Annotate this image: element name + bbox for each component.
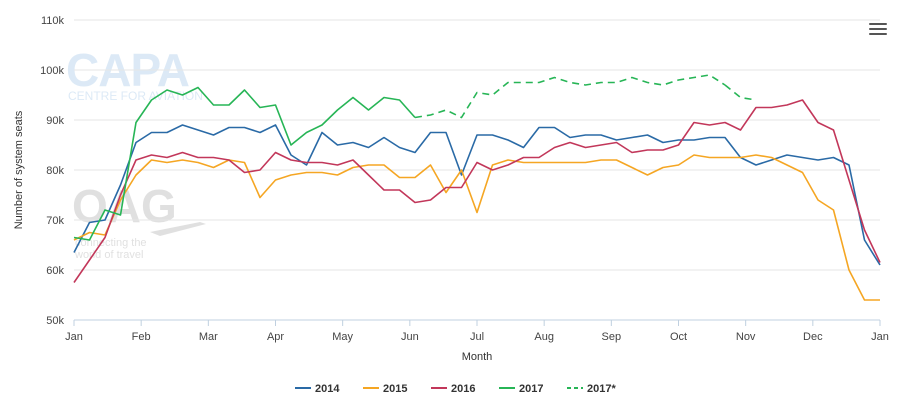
x-axis-title: Month bbox=[462, 351, 493, 363]
x-tick-label: Apr bbox=[267, 331, 284, 343]
series-line-2015 bbox=[73, 154, 880, 301]
y-axis-title: Number of system seats bbox=[13, 110, 25, 229]
legend-label[interactable]: 2016 bbox=[451, 383, 475, 395]
y-tick-label: 90k bbox=[46, 115, 64, 127]
series-line-2014 bbox=[73, 124, 881, 266]
oag-logo-subtitle-line1: connecting the bbox=[75, 237, 147, 249]
menu-bar bbox=[869, 23, 887, 25]
series-line-2017 bbox=[73, 86, 416, 241]
x-tick-label: Jan bbox=[65, 331, 83, 343]
y-tick-label: 80k bbox=[46, 165, 64, 177]
x-axis-tick-labels: Jan Feb Mar Apr May Jun Jul Aug Sep Oct Nov Dec Jan bbox=[65, 320, 889, 343]
x-tick-label: Sep bbox=[602, 331, 622, 343]
x-tick-label: Jul bbox=[470, 331, 484, 343]
x-tick-label: Aug bbox=[534, 331, 554, 343]
grid-lines bbox=[74, 19, 880, 271]
x-tick-label: May bbox=[332, 331, 353, 343]
series-line-2017-projected bbox=[414, 74, 726, 119]
series-lines bbox=[73, 74, 881, 301]
y-tick-label: 60k bbox=[46, 265, 64, 277]
airplane-icon bbox=[150, 222, 206, 236]
series-line-2017-projected bbox=[724, 84, 757, 101]
legend: 2014 2015 2016 2017 2017* bbox=[295, 383, 616, 395]
y-axis-tick-labels: 50k 60k 70k 80k 90k 100k 110k bbox=[40, 15, 64, 327]
legend-label[interactable]: 2014 bbox=[315, 383, 340, 395]
menu-bar bbox=[869, 28, 887, 30]
legend-label[interactable]: 2017* bbox=[587, 383, 616, 395]
x-tick-label: Jan bbox=[871, 331, 889, 343]
menu-bar bbox=[869, 33, 887, 35]
y-tick-label: 100k bbox=[40, 65, 64, 77]
x-tick-label: Nov bbox=[736, 331, 756, 343]
x-tick-label: Mar bbox=[199, 331, 218, 343]
series-line-2016 bbox=[73, 99, 881, 283]
x-tick-label: Oct bbox=[670, 331, 687, 343]
y-tick-label: 50k bbox=[46, 315, 64, 327]
legend-label[interactable]: 2015 bbox=[383, 383, 407, 395]
y-tick-label: 110k bbox=[41, 15, 65, 27]
oag-logo-subtitle-line2: world of travel bbox=[74, 249, 143, 261]
legend-label[interactable]: 2017 bbox=[519, 383, 543, 395]
capa-logo-subtitle: CENTRE FOR AVIATION bbox=[68, 89, 203, 103]
y-tick-label: 70k bbox=[46, 215, 64, 227]
x-tick-label: Jun bbox=[401, 331, 419, 343]
x-tick-label: Dec bbox=[803, 331, 823, 343]
x-tick-label: Feb bbox=[132, 331, 151, 343]
hamburger-menu-icon[interactable] bbox=[869, 20, 887, 36]
